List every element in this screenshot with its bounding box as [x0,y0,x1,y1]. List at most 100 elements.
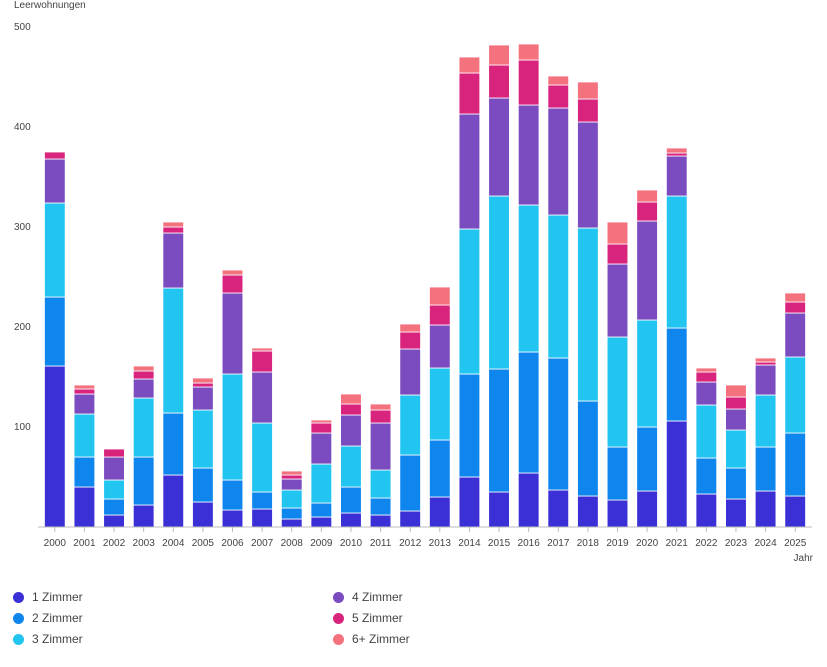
bar-segment [754,490,777,528]
bar-segment [399,394,421,456]
bar-segment [340,403,362,416]
bar-segment [725,467,747,500]
bar-segment [488,97,510,197]
bar-segment [192,409,214,469]
bar-segment [606,263,629,338]
bar-segment [695,404,718,459]
bar-stack-2008 [280,470,303,528]
x-tick-label: 2011 [370,538,392,549]
bar-segment [103,514,125,528]
legend-item[interactable]: 1 Zimmer [13,590,83,604]
bar-segment [665,147,688,154]
bar-segment [44,151,66,160]
legend-item[interactable]: 6+ Zimmer [333,632,410,646]
y-axis-ticks: 100 200 300 400 500 [14,22,31,433]
bars [44,43,806,528]
bar-segment [754,394,777,448]
bar-segment [695,371,718,383]
x-tick-label: 2020 [636,538,659,549]
legend-item[interactable]: 5 Zimmer [333,611,403,625]
bar-segment [784,301,806,314]
bar-segment [103,448,125,458]
legend-item[interactable]: 4 Zimmer [333,590,403,604]
bar-segment [44,296,66,367]
bar-stack-2017 [547,75,570,528]
bar-segment [695,457,718,495]
bar-segment [606,336,629,448]
bar-segment [636,319,658,428]
bar-segment [280,518,303,528]
bar-segment [369,409,392,424]
x-tick-label: 2012 [399,538,422,549]
bar-segment [725,384,747,398]
bar-stack-2013 [429,286,451,528]
bar-segment [636,201,658,222]
bar-segment [73,384,96,390]
bar-segment [754,357,777,363]
bar-segment [221,479,244,511]
bar-segment [280,489,303,509]
bar-segment [577,495,599,528]
x-tick-label: 2025 [784,538,807,549]
bar-segment [132,378,155,399]
bar-segment [399,331,421,350]
bar-segment [162,474,185,528]
bar-segment [547,75,570,86]
bar-segment [221,509,244,528]
bar-segment [517,104,540,206]
bar-segment [517,351,540,474]
x-tick-label: 2007 [251,538,274,549]
bar-stack-2016 [517,43,540,528]
bar-segment [103,479,125,500]
x-axis-ticks: 2000 2001 2002 2003 2004 2005 2006 2007 2008 2009… [44,527,807,549]
x-tick-label: 2010 [340,538,363,549]
legend-label: 3 Zimmer [32,632,83,646]
bar-segment [488,491,510,528]
bar-segment [132,456,155,506]
x-tick-label: 2008 [281,538,304,549]
bar-segment [280,474,303,480]
bar-segment [429,324,451,369]
x-tick-label: 2004 [162,538,185,549]
bar-segment [784,356,806,434]
x-tick-label: 2014 [458,538,481,549]
legend-item[interactable]: 3 Zimmer [13,632,83,646]
bar-segment [399,454,421,512]
bar-segment [221,269,244,276]
bar-segment [192,377,214,384]
y-tick-label: 100 [14,422,31,433]
bar-segment [251,350,273,373]
x-tick-label: 2022 [695,538,718,549]
bar-stack-2023 [725,384,747,528]
bar-segment [577,400,599,497]
bar-segment [221,373,244,481]
legend: 1 Zimmer 2 Zimmer 3 Zimmer 4 Zimmer 5 Zimmer… [0,585,827,665]
bar-segment [784,432,806,497]
bar-segment [132,504,155,528]
bar-segment [665,327,688,422]
bar-segment [310,419,333,424]
bar-segment [636,189,658,203]
bar-segment [488,195,510,370]
bar-stack-2000 [44,151,66,528]
bar-segment [547,214,570,359]
legend-label: 1 Zimmer [32,590,83,604]
legend-item[interactable]: 2 Zimmer [13,611,83,625]
bar-segment [458,56,481,74]
bar-segment [517,204,540,353]
legend-swatch [333,633,344,645]
bar-segment [73,388,96,395]
bar-stack-2004 [162,221,185,528]
bar-stack-2022 [695,367,718,528]
x-tick-label: 2023 [725,538,748,549]
y-tick-label: 400 [14,122,31,133]
bar-stack-2014 [458,56,481,528]
bar-stack-2010 [340,393,362,528]
bar-segment [547,357,570,491]
bar-segment [458,113,481,230]
bar-segment [695,381,718,406]
bar-segment [577,121,599,229]
bar-segment [399,348,421,396]
bar-segment [103,498,125,516]
bar-segment [369,497,392,516]
